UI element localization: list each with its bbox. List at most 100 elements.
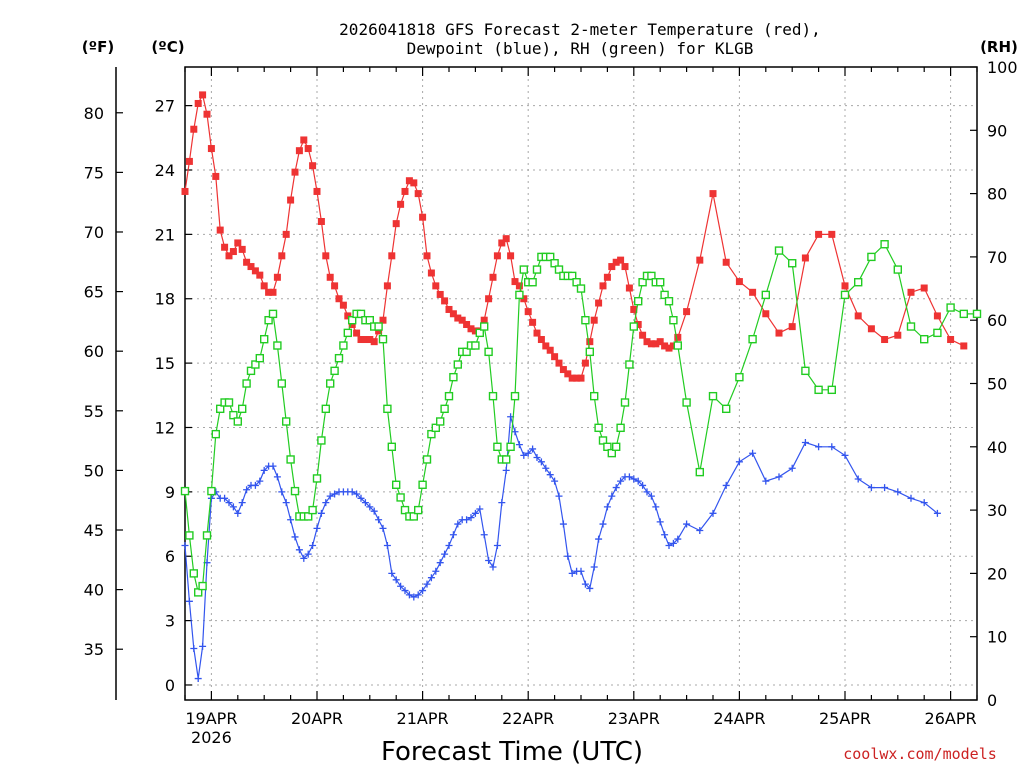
rh-point bbox=[356, 309, 366, 319]
temperature-point bbox=[683, 308, 691, 316]
dewpoint-point bbox=[612, 484, 620, 492]
rh-point bbox=[207, 486, 216, 496]
dewpoint-point bbox=[454, 520, 462, 528]
temperature-point bbox=[555, 359, 563, 367]
dewpoint-point bbox=[661, 531, 669, 539]
rh-point bbox=[519, 265, 528, 274]
temperature-point bbox=[590, 316, 598, 324]
temperature-point bbox=[212, 172, 220, 180]
temperature-point bbox=[265, 288, 273, 296]
dewpoint-point bbox=[348, 488, 356, 496]
temperature-point bbox=[221, 243, 229, 251]
dewpoint-point bbox=[392, 576, 400, 584]
data-series bbox=[180, 91, 982, 683]
dewpoint-point bbox=[625, 473, 633, 481]
dewpoint-point bbox=[234, 509, 242, 517]
dewpoint-point bbox=[647, 492, 655, 500]
fahrenheit-tick-label: 50 bbox=[84, 461, 104, 480]
dewpoint-point bbox=[313, 524, 321, 532]
x-tick-label: 25APR bbox=[819, 709, 871, 728]
dewpoint-point bbox=[291, 533, 299, 541]
temperature-point bbox=[621, 263, 629, 271]
temperature-point bbox=[273, 273, 281, 281]
temperature-point bbox=[533, 329, 541, 337]
rh-point bbox=[502, 455, 511, 464]
rh-unit-label: (RH) bbox=[980, 38, 1018, 56]
temperature-point bbox=[269, 288, 277, 296]
rh-point bbox=[629, 322, 638, 331]
temperature-point bbox=[920, 284, 928, 292]
dewpoint-point bbox=[568, 569, 576, 577]
rh-tick-label: 70 bbox=[987, 248, 1007, 267]
fahrenheit-tick-label: 60 bbox=[84, 342, 104, 361]
dewpoint-point bbox=[190, 645, 198, 653]
temperature-point bbox=[423, 252, 431, 260]
rh-point bbox=[625, 360, 634, 369]
temperature-point bbox=[537, 336, 545, 344]
temperature-point bbox=[339, 301, 347, 309]
temperature-point bbox=[612, 258, 620, 266]
rh-point bbox=[462, 347, 471, 357]
fahrenheit-unit-label: (ºF) bbox=[82, 38, 114, 56]
rh-point bbox=[365, 316, 374, 325]
rh-point bbox=[233, 417, 243, 426]
rh-point bbox=[867, 252, 876, 262]
dewpoint-point bbox=[577, 567, 585, 575]
dewpoint-point bbox=[480, 531, 488, 539]
chart-title-line-1: 2026041818 GFS Forecast 2-meter Temperat… bbox=[339, 20, 821, 39]
rh-point bbox=[215, 404, 225, 414]
temperature-point bbox=[551, 353, 559, 361]
dewpoint-point bbox=[419, 587, 427, 595]
dewpoint-point bbox=[436, 559, 444, 567]
temperature-point bbox=[361, 336, 369, 344]
celsius-tick-label: 12 bbox=[155, 418, 175, 437]
temperature-point bbox=[524, 308, 532, 316]
temperature-point bbox=[652, 340, 660, 348]
rh-point bbox=[255, 353, 264, 363]
temperature-point bbox=[326, 273, 334, 281]
rh-point bbox=[972, 309, 982, 319]
dewpoint-point bbox=[674, 535, 682, 543]
rh-point bbox=[440, 404, 449, 414]
dewpoint-point bbox=[221, 494, 229, 502]
fahrenheit-tick-label: 65 bbox=[84, 283, 104, 302]
temperature-point bbox=[397, 200, 405, 208]
dewpoint-point bbox=[471, 509, 479, 517]
temperature-point bbox=[568, 374, 576, 382]
temperature-point bbox=[388, 252, 396, 260]
dewpoint-point bbox=[304, 550, 312, 558]
rh-tick-label: 20 bbox=[987, 564, 1007, 583]
temperature-point bbox=[854, 312, 862, 320]
temperature-point bbox=[194, 99, 202, 107]
dewpoint-point bbox=[273, 473, 281, 481]
temperature-point bbox=[278, 252, 286, 260]
fahrenheit-tick-label: 35 bbox=[84, 640, 104, 659]
temperature-point bbox=[243, 258, 251, 266]
dewpoint-point bbox=[590, 563, 598, 571]
rh-point bbox=[669, 316, 678, 325]
temperature-point bbox=[907, 288, 915, 296]
rh-point bbox=[317, 436, 326, 445]
temperature-point bbox=[933, 312, 941, 320]
dewpoint-point bbox=[537, 458, 545, 466]
dewpoint-point bbox=[309, 542, 317, 550]
fahrenheit-tick-label: 40 bbox=[84, 581, 104, 600]
dewpoint-point bbox=[617, 477, 625, 485]
temperature-point bbox=[520, 295, 528, 303]
dewpoint-point bbox=[735, 458, 743, 466]
temperature-point bbox=[375, 327, 383, 335]
rh-point bbox=[264, 316, 273, 325]
fahrenheit-tick-label: 80 bbox=[84, 104, 104, 123]
celsius-tick-label: 6 bbox=[165, 547, 175, 566]
dewpoint-point bbox=[762, 477, 770, 485]
temperature-point bbox=[207, 145, 215, 153]
dewpoint-point bbox=[326, 492, 334, 500]
rh-point bbox=[427, 429, 436, 439]
dewpoint-point bbox=[502, 466, 510, 474]
rh-point bbox=[528, 278, 537, 287]
dewpoint-point bbox=[520, 451, 528, 459]
dewpoint-point bbox=[498, 499, 506, 507]
rh-point bbox=[330, 366, 339, 376]
dewpoint-point bbox=[427, 574, 435, 582]
x-tick-label: 22APR bbox=[502, 709, 554, 728]
